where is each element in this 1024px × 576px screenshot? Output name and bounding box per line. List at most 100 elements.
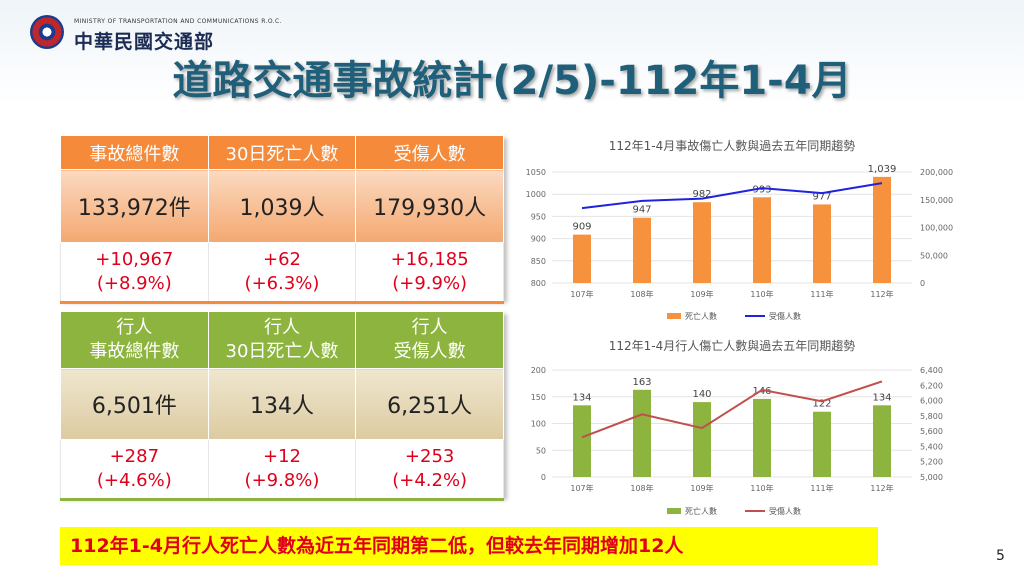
left-axis-tick: 900 bbox=[531, 235, 546, 244]
conclusion-banner: 112年1-4月行人死亡人數為近五年同期第二低，但較去年同期增加12人 bbox=[60, 527, 878, 565]
pedestrian-casualty-chart-svg: 112年1-4月行人傷亡人數與過去五年同期趨勢 0 50 100 150 200 5,000… bbox=[531, 338, 943, 516]
logo-chinese-text: 中華民國交通部 bbox=[74, 31, 215, 53]
overall-casualty-chart: 112年1-4月事故傷亡人數與過去五年同期趨勢 800 850 900 950 1000 1… bbox=[512, 128, 972, 328]
x-axis-tick: 111年 bbox=[810, 483, 833, 493]
bar bbox=[633, 217, 651, 283]
header-ped-injuries: 行人 受傷人數 bbox=[355, 311, 504, 369]
x-axis-tick: 110年 bbox=[750, 483, 773, 493]
change-abs: +12 bbox=[262, 446, 301, 467]
change-ped-injuries: +253 (+4.2%) bbox=[355, 439, 504, 501]
bar bbox=[693, 402, 711, 477]
x-axis-tick: 107年 bbox=[570, 289, 593, 299]
right-axis-tick: 5,000 bbox=[920, 473, 943, 482]
pedestrian-stats-table: 行人事故總件數 行人 30日死亡人數 行人受傷人數 6,501件 134人 6,2… bbox=[60, 311, 504, 501]
change-pct: (+8.9%) bbox=[96, 273, 172, 294]
change-abs: +287 bbox=[109, 446, 160, 467]
value-injuries: 179,930人 bbox=[355, 169, 504, 243]
change-abs: +16,185 bbox=[390, 249, 469, 270]
header-accidents: 事故總件數 bbox=[60, 135, 209, 170]
x-axis-tick: 107年 bbox=[570, 483, 593, 493]
change-deaths: +62 (+6.3%) bbox=[207, 242, 357, 304]
x-axis-tick: 112年 bbox=[870, 289, 893, 299]
data-label: 977 bbox=[812, 191, 831, 202]
header-line: 行人 bbox=[263, 317, 300, 338]
change-abs: +62 bbox=[262, 249, 301, 270]
value-accidents: 133,972件 bbox=[60, 169, 209, 243]
left-axis-tick: 150 bbox=[531, 393, 546, 402]
table-change-row: +287 (+4.6%) +12 (+9.8%) +253 (+4.2%) bbox=[60, 439, 504, 501]
data-label: 122 bbox=[812, 399, 831, 410]
header-line: 30日死亡人數 bbox=[225, 341, 339, 362]
bar bbox=[813, 411, 831, 477]
legend-label: 死亡人數 bbox=[685, 311, 717, 321]
right-axis-tick: 6,400 bbox=[920, 366, 943, 375]
x-axis-tick: 109年 bbox=[690, 483, 713, 493]
table-change-row: +10,967 (+8.9%) +62 (+6.3%) +16,185 (+9.9%) bbox=[60, 242, 504, 304]
left-axis-tick: 1050 bbox=[526, 168, 546, 177]
data-label: 1,039 bbox=[868, 164, 897, 175]
left-axis-tick: 950 bbox=[531, 212, 546, 221]
right-axis-tick: 5,200 bbox=[920, 458, 943, 467]
line-series bbox=[581, 380, 883, 439]
change-accidents: +10,967 (+8.9%) bbox=[60, 242, 209, 304]
header-line: 事故總件數 bbox=[89, 341, 180, 362]
left-axis-tick: 1000 bbox=[526, 190, 546, 199]
value-deaths: 1,039人 bbox=[207, 169, 357, 243]
logo-english-text: MINISTRY OF TRANSPORTATION AND COMMUNICA… bbox=[74, 18, 282, 25]
x-axis-tick: 112年 bbox=[870, 483, 893, 493]
x-axis-tick: 110年 bbox=[750, 289, 773, 299]
table-header-row: 行人事故總件數 行人 30日死亡人數 行人受傷人數 bbox=[60, 311, 504, 369]
value-ped-accidents: 6,501件 bbox=[60, 368, 209, 440]
table-value-row: 133,972件 1,039人 179,930人 bbox=[60, 169, 504, 243]
right-axis-tick: 100,000 bbox=[920, 224, 953, 233]
right-axis-tick: 6,200 bbox=[920, 381, 943, 390]
chart-title: 112年1-4月行人傷亡人數與過去五年同期趨勢 bbox=[609, 338, 856, 353]
legend-label: 受傷人數 bbox=[769, 311, 801, 321]
legend-swatch-bar bbox=[667, 313, 681, 319]
header-line: 受傷人數 bbox=[393, 341, 466, 362]
overall-casualty-chart-svg: 112年1-4月事故傷亡人數與過去五年同期趨勢 800 850 900 950 1000 1… bbox=[526, 138, 953, 321]
bar bbox=[753, 197, 771, 283]
right-axis-tick: 5,800 bbox=[920, 412, 943, 421]
table-header-row: 事故總件數 30日死亡人數 受傷人數 bbox=[60, 135, 504, 170]
header-deaths: 30日死亡人數 bbox=[207, 135, 357, 170]
change-pct: (+4.2%) bbox=[392, 470, 468, 491]
header-line: 行人 bbox=[411, 317, 448, 338]
change-abs: +253 bbox=[404, 446, 455, 467]
table-value-row: 6,501件 134人 6,251人 bbox=[60, 368, 504, 440]
data-label: 947 bbox=[632, 205, 651, 216]
bar bbox=[753, 398, 771, 477]
change-ped-deaths: +12 (+9.8%) bbox=[207, 439, 357, 501]
legend-swatch-bar bbox=[667, 508, 681, 514]
header-ped-accidents: 行人 事故總件數 bbox=[60, 311, 209, 369]
header-line: 行人 bbox=[116, 317, 153, 338]
data-label: 982 bbox=[692, 189, 711, 200]
data-label: 993 bbox=[752, 184, 771, 195]
pedestrian-casualty-chart: 112年1-4月行人傷亡人數與過去五年同期趨勢 0 50 100 150 200 5,000… bbox=[512, 334, 972, 526]
left-axis-tick: 850 bbox=[531, 257, 546, 266]
change-pct: (+6.3%) bbox=[244, 273, 320, 294]
legend-label: 受傷人數 bbox=[769, 506, 801, 516]
change-injuries: +16,185 (+9.9%) bbox=[355, 242, 504, 304]
header-ped-deaths: 行人 30日死亡人數 bbox=[207, 311, 357, 369]
header-injuries: 受傷人數 bbox=[355, 135, 504, 170]
data-label: 134 bbox=[872, 392, 891, 403]
x-axis-tick: 108年 bbox=[630, 289, 653, 299]
line-series bbox=[581, 182, 883, 210]
ministry-emblem-icon bbox=[30, 15, 64, 49]
value-ped-injuries: 6,251人 bbox=[355, 368, 504, 440]
data-label: 163 bbox=[632, 377, 651, 388]
bar bbox=[873, 176, 891, 283]
left-axis-tick: 200 bbox=[531, 366, 546, 375]
bar bbox=[813, 204, 831, 283]
x-axis-tick: 109年 bbox=[690, 289, 713, 299]
left-axis-tick: 100 bbox=[531, 420, 546, 429]
change-ped-accidents: +287 (+4.6%) bbox=[60, 439, 209, 501]
change-pct: (+9.8%) bbox=[244, 470, 320, 491]
change-pct: (+4.6%) bbox=[96, 470, 172, 491]
right-axis-tick: 200,000 bbox=[920, 168, 953, 177]
data-label: 909 bbox=[572, 222, 591, 233]
right-axis-tick: 0 bbox=[920, 279, 925, 288]
overall-stats-table: 事故總件數 30日死亡人數 受傷人數 133,972件 1,039人 179,9… bbox=[60, 135, 504, 304]
data-label: 134 bbox=[572, 392, 591, 403]
